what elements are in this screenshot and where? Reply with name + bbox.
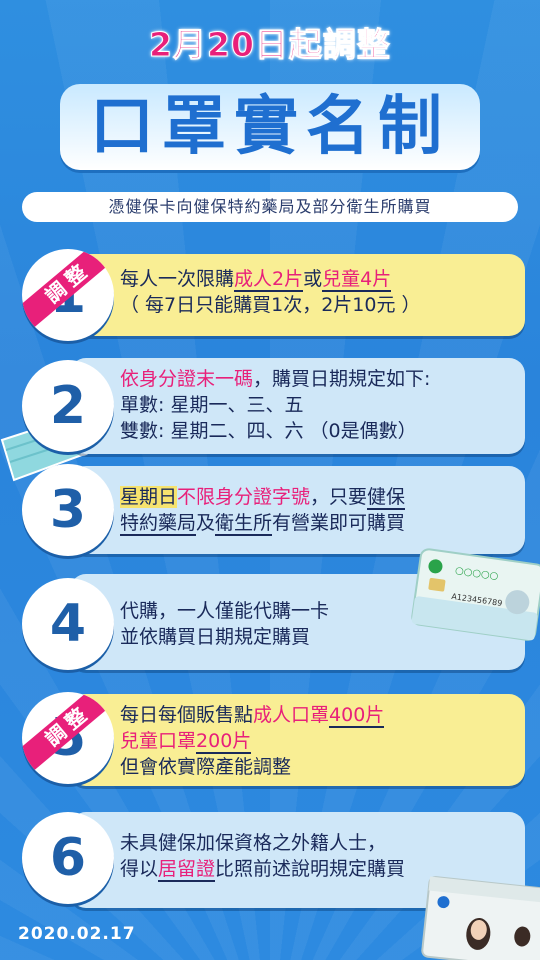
item-2-number: 2 xyxy=(49,376,87,436)
item-5-child-mask: 兒童口罩 xyxy=(120,730,197,752)
page-title: 口罩實名制 xyxy=(90,90,450,164)
item-2-line-2: 單數: 星期一、三、五 xyxy=(120,394,304,416)
item-6-text-c: 比照前述說明規定購買 xyxy=(215,858,406,880)
item-6-line-1: 未具健保加保資格之外籍人士， xyxy=(120,832,387,854)
item-5-child-qty: 200片 xyxy=(196,730,252,754)
item-3-circle xyxy=(22,464,114,556)
badge-label: 調整 xyxy=(40,256,96,308)
item-5-text: 每日每個販售點成人口罩400片 兒童口罩200片 但會依實際產能調整 xyxy=(120,702,385,780)
item-4-number: 4 xyxy=(49,594,87,654)
item-3-text-d2: 有營業即可購買 xyxy=(272,512,406,534)
item-3-number: 3 xyxy=(49,480,87,540)
item-6-circle xyxy=(22,812,114,904)
item-4-circle xyxy=(22,578,114,670)
item-6-text-a: 得以 xyxy=(120,858,159,880)
item-3-text-c: ，只要 xyxy=(310,486,368,508)
item-2-line-3: 雙數: 星期二、四、六 （0是偶數） xyxy=(120,420,417,442)
item-3-text: 星期日不限身分證字號，只要健保 特約藥局及衛生所有營業即可購買 xyxy=(120,484,406,536)
item-5-adult-qty: 400片 xyxy=(329,704,385,728)
item-1-text-a: 每人一次限購 xyxy=(120,268,235,290)
item-5-line-1: 每日每個販售點成人口罩400片 xyxy=(120,702,385,728)
item-2-line-1: 依身分證末一碼，購買日期規定如下: xyxy=(120,366,430,392)
item-3-no-limit: 不限身分證字號 xyxy=(177,486,311,508)
item-1-line-1: 每人一次限購成人2片或兒童4片 xyxy=(120,266,421,292)
item-5-adult-mask: 成人口罩 xyxy=(253,704,330,726)
item-3-and: 及 xyxy=(196,512,216,534)
item-3-bar xyxy=(70,466,525,554)
title-box xyxy=(60,84,480,170)
item-1-or: 或 xyxy=(303,268,323,290)
item-3-line-2: 特約藥局及衛生所有營業即可購買 xyxy=(120,510,405,536)
item-6-residence-permit: 居留證 xyxy=(158,858,216,882)
item-2-text-b: ，購買日期規定如下: xyxy=(253,368,431,390)
date-stamp: 2020.02.17 xyxy=(18,924,136,944)
item-1-line-2: （ 每7日只能購買1次，2片10元 ） xyxy=(120,294,421,316)
badge-label: 調整 xyxy=(40,699,96,751)
item-3-pharmacy: 特約藥局 xyxy=(120,512,197,536)
item-2-circle xyxy=(22,360,114,452)
item-2-bar xyxy=(70,358,525,454)
item-1-text: 每人一次限購成人2片或兒童4片 （ 每7日只能購買1次，2片10元 ） xyxy=(120,266,421,318)
health-card-icon: ○○○○○ A123456789 xyxy=(411,548,540,641)
item-6-line-2: 得以居留證比照前述說明規定購買 xyxy=(120,856,405,882)
item-3-line-1: 星期日不限身分證字號，只要健保 xyxy=(120,484,406,510)
item-2-text: 依身分證末一碼，購買日期規定如下: 單數: 星期一、三、五 雙數: 星期二、四、… xyxy=(120,366,430,444)
item-5-bar xyxy=(70,694,525,786)
item-3-health-center: 衛生所 xyxy=(215,512,273,536)
item-2-id-rule: 依身分證末一碼 xyxy=(120,368,254,390)
subtitle: 憑健保卡向健保特約藥局及部分衛生所購買 xyxy=(22,192,518,222)
item-3-text-d: 健保 xyxy=(367,486,406,510)
item-1-child-limit: 兒童4片 xyxy=(322,268,392,292)
item-3-sunday: 星期日 xyxy=(120,486,178,508)
item-4-line-1: 代購，一人僅能代購一卡 xyxy=(120,600,330,622)
item-5-adjust-badge: 調整 xyxy=(22,692,114,784)
item-6-number: 6 xyxy=(49,828,87,888)
item-1-bar xyxy=(70,254,525,336)
item-5-text-a: 每日每個販售點 xyxy=(120,704,254,726)
item-1-adjust-badge: 調整 xyxy=(22,249,114,341)
item-4-text: 代購，一人僅能代購一卡 並依購買日期規定購買 xyxy=(120,598,329,650)
item-6-text: 未具健保加保資格之外籍人士， 得以居留證比照前述說明規定購買 xyxy=(120,830,405,882)
residence-card-icon xyxy=(421,876,540,960)
item-4-line-2: 並依購買日期規定購買 xyxy=(120,626,311,648)
item-5-line-3: 但會依實際產能調整 xyxy=(120,756,292,778)
headline: 2月20日起調整 xyxy=(149,25,391,65)
item-1-adult-limit: 成人2片 xyxy=(234,268,304,292)
item-5-line-2: 兒童口罩200片 xyxy=(120,728,384,754)
